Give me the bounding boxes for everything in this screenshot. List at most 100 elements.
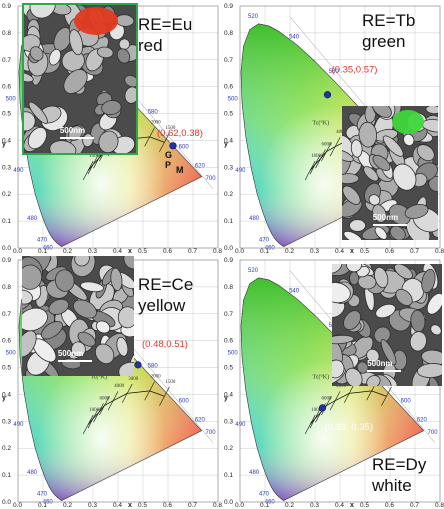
y-tick-label: 0.8 [224,30,233,37]
scale-bar [372,224,407,226]
sem-particle [48,48,62,66]
x-tick-label: 0.3 [310,502,319,508]
sem-particle [124,86,136,104]
wavelength-label: 500 [6,96,17,102]
sem-particle [368,194,381,206]
isotherm-line [82,414,94,435]
sem-particle [116,336,129,357]
sem-inset: 500nm [332,264,442,386]
sem-particle [350,139,363,158]
sem-inset: 500nm [342,106,438,240]
x-tick-label: 0.6 [163,502,172,508]
sem-particle [74,256,90,267]
cct-label: 10000 [311,408,324,413]
y-tick-label: 0.5 [2,365,11,372]
sem-particle [96,46,114,59]
x-tick-label: 0.2 [63,248,72,254]
wavelength-label: 500 [228,350,239,356]
cct-label: 4000 [114,384,125,389]
wavelength-label: 480 [249,470,260,476]
sem-particle [343,310,361,331]
cie-panel-ce: 10000 6000 4000 3000 2000 1500 Tc(°K) 460 470 480… [0,254,222,508]
cct-axis-label: Tc(°K) [313,373,330,380]
sem-particle [29,46,44,61]
isotherm-line [159,386,170,406]
sem-particle [332,359,345,379]
y-axis-label: y [224,141,228,148]
y-tick-label: 0.3 [224,418,233,425]
sem-particle [372,154,391,171]
wavelength-label: 470 [259,492,270,498]
x-tick-label: 0.7 [410,248,419,254]
sample-marker-label: P [165,160,171,170]
y-tick-label: 0.2 [2,191,11,198]
wavelength-label: 520 [248,268,259,274]
cct-label: 6000 [100,396,111,401]
wavelength-label: 470 [37,492,48,498]
sem-particle [349,219,366,232]
sem-particle [80,281,104,293]
x-tick-label: 0.4 [113,502,122,508]
sem-particle [388,203,411,226]
sem-particle [116,48,131,64]
x-tick-label: 0.1 [260,502,269,508]
wavelength-label: 480 [27,216,38,222]
x-tick-label: 0.2 [63,502,72,508]
x-tick-label: 0.3 [88,248,97,254]
spectral-locus [240,277,425,502]
sem-particle [343,230,363,240]
y-tick-label: 0.7 [2,311,11,318]
sem-particle [345,367,363,386]
isotherm-line [321,396,332,416]
sem-particle [69,29,84,56]
emission-photo [74,7,118,35]
y-tick-label: 0.6 [224,338,233,345]
cct-label: 6000 [322,396,333,401]
wavelength-label: 620 [417,418,428,424]
sem-particle [123,256,134,270]
y-tick-label: 0.7 [2,57,11,64]
planckian-locus [309,390,387,425]
isotherm-line [99,396,110,416]
sem-particle [373,326,391,344]
wavelength-label: 490 [13,168,24,174]
sem-particle [22,307,48,332]
chromaticity-point [169,142,177,150]
y-axis-label: y [2,141,6,148]
y-tick-label: 0.4 [2,391,11,398]
sem-particle [394,264,413,280]
sem-particle [416,363,442,378]
x-tick-label: 0.5 [360,248,369,254]
y-tick-label: 0.0 [2,499,11,506]
x-tick-label: 0.1 [260,248,269,254]
y-tick-label: 0.6 [2,338,11,345]
isotherm-line [159,132,170,152]
sem-particle [375,303,396,319]
wavelength-label: 490 [13,422,24,428]
sem-particle [124,74,136,88]
wavelength-label: 540 [289,34,300,40]
y-tick-label: 0.1 [2,472,11,479]
y-tick-label: 0.8 [2,284,11,291]
isotherm-line [82,160,94,181]
y-tick-label: 0.1 [224,472,233,479]
x-axis-label: x [350,502,354,508]
wavelength-label: 470 [259,238,270,244]
sem-particle [27,126,48,150]
x-tick-label: 0.1 [38,248,47,254]
sem-particle [28,101,48,124]
wavelength-label: 620 [195,164,206,170]
wavelength-label: 500 [6,350,17,356]
wavelength-label: 700 [428,430,439,436]
y-tick-label: 0.9 [2,3,11,10]
y-tick-label: 0.1 [2,218,11,225]
y-axis-label: y [2,395,6,402]
sem-particle [118,361,134,376]
y-tick-label: 0.2 [2,445,11,452]
scale-bar [57,360,92,362]
scale-bar-label: 500nm [372,213,399,222]
sem-particle [332,264,343,274]
x-tick-label: 0.4 [113,248,122,254]
wavelength-label: 620 [195,418,206,424]
rare-earth-label: RE=Ce yellow [138,275,194,315]
